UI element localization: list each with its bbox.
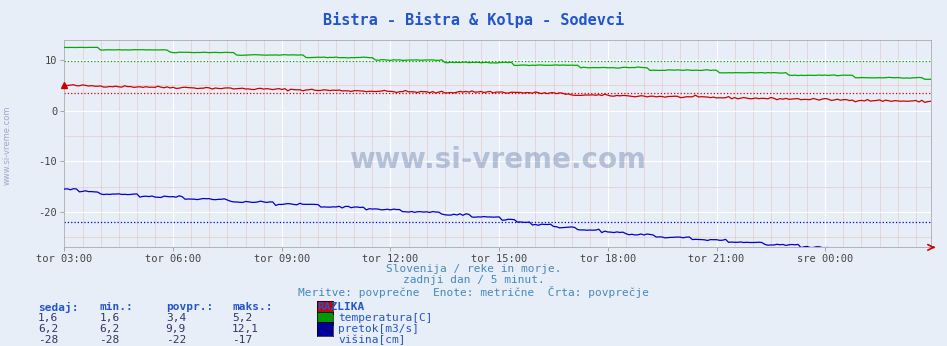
Text: 1,6: 1,6 — [99, 313, 119, 323]
Text: min.:: min.: — [99, 302, 134, 312]
Text: povpr.:: povpr.: — [166, 302, 213, 312]
Text: -22: -22 — [166, 335, 186, 345]
Text: -17: -17 — [232, 335, 252, 345]
Text: 12,1: 12,1 — [232, 324, 259, 334]
Text: Bistra - Bistra & Kolpa - Sodevci: Bistra - Bistra & Kolpa - Sodevci — [323, 12, 624, 28]
Text: www.si-vreme.com: www.si-vreme.com — [349, 146, 646, 174]
Text: maks.:: maks.: — [232, 302, 273, 312]
Text: 9,9: 9,9 — [166, 324, 186, 334]
Text: 1,6: 1,6 — [38, 313, 58, 323]
Text: www.si-vreme.com: www.si-vreme.com — [3, 106, 12, 185]
Text: temperatura[C]: temperatura[C] — [338, 313, 433, 323]
Text: Slovenija / reke in morje.: Slovenija / reke in morje. — [385, 264, 562, 274]
Text: Meritve: povprečne  Enote: metrične  Črta: povprečje: Meritve: povprečne Enote: metrične Črta:… — [298, 286, 649, 299]
Text: višina[cm]: višina[cm] — [338, 335, 405, 345]
Text: 3,4: 3,4 — [166, 313, 186, 323]
Text: RAZLIKA: RAZLIKA — [317, 302, 365, 312]
Text: 6,2: 6,2 — [38, 324, 58, 334]
Text: pretok[m3/s]: pretok[m3/s] — [338, 324, 420, 334]
Text: sedaj:: sedaj: — [38, 302, 79, 313]
Text: 6,2: 6,2 — [99, 324, 119, 334]
Text: 5,2: 5,2 — [232, 313, 252, 323]
Text: zadnji dan / 5 minut.: zadnji dan / 5 minut. — [402, 275, 545, 285]
Text: -28: -28 — [99, 335, 119, 345]
Text: -28: -28 — [38, 335, 58, 345]
